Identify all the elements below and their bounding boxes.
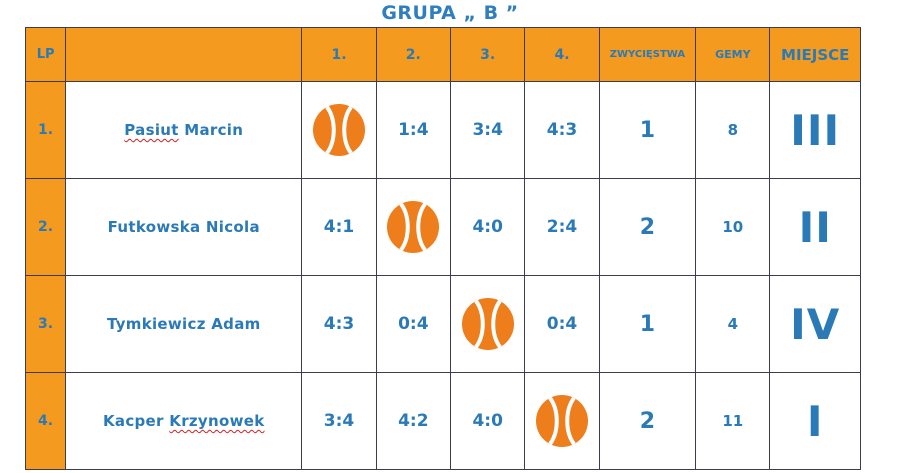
score-cell-diagonal	[375, 178, 452, 276]
player-name-part: Marcin	[178, 121, 244, 139]
score-cell: 4:0	[449, 178, 526, 276]
results-table: LP 1. 2. 3. 4. ZWYCIĘSTWA GEMY MIEJSCE 1…	[24, 27, 861, 470]
row-lp: 4.	[24, 372, 67, 470]
score-cell: 0:4	[524, 275, 600, 373]
gems-cell: 4	[695, 275, 771, 373]
gems-cell: 8	[695, 81, 771, 179]
table-row: 1. Pasiut Marcin 1:4 3:4 4:3 1 8 III	[24, 81, 861, 179]
header-col-1: 1.	[301, 27, 377, 82]
score-cell: 3:4	[449, 81, 526, 179]
player-name-part: Tymkiewicz Adam	[106, 315, 261, 333]
header-gems: GEMY	[695, 27, 771, 82]
player-name: Kacper Krzynowek	[65, 372, 303, 470]
row-lp: 3.	[24, 275, 67, 373]
player-name: Pasiut Marcin	[65, 81, 303, 179]
score-cell: 1:4	[375, 81, 452, 179]
header-col-3: 3.	[449, 27, 526, 82]
score-cell: 4:3	[301, 275, 377, 373]
place-cell: IV	[769, 275, 861, 373]
header-wins: ZWYCIĘSTWA	[598, 27, 697, 82]
header-lp: LP	[24, 27, 67, 82]
row-lp: 1.	[24, 81, 67, 179]
tennis-ball-icon	[386, 200, 440, 254]
wins-cell: 1	[598, 275, 697, 373]
score-cell: 4:3	[524, 81, 600, 179]
header-col-4: 4.	[524, 27, 600, 82]
score-cell-diagonal	[524, 372, 600, 470]
header-place: MIEJSCE	[769, 27, 861, 82]
place-cell: III	[769, 81, 861, 179]
tennis-ball-icon	[312, 103, 366, 157]
score-cell: 2:4	[524, 178, 600, 276]
place-cell: I	[769, 372, 861, 470]
row-lp: 2.	[24, 178, 67, 276]
wins-cell: 2	[598, 372, 697, 470]
gems-cell: 11	[695, 372, 771, 470]
score-cell: 4:0	[449, 372, 526, 470]
score-cell: 4:2	[375, 372, 452, 470]
table-row: 4. Kacper Krzynowek 3:4 4:2 4:0 2 11 I	[24, 372, 861, 470]
player-name-part: Krzynowek	[169, 412, 265, 430]
score-cell-diagonal	[449, 275, 526, 373]
wins-cell: 2	[598, 178, 697, 276]
wins-cell: 1	[598, 81, 697, 179]
header-row: LP 1. 2. 3. 4. ZWYCIĘSTWA GEMY MIEJSCE	[24, 27, 861, 82]
player-name-part: Kacper	[102, 412, 170, 430]
table-row: 3. Tymkiewicz Adam 4:3 0:4 0:4 1 4 IV	[24, 275, 861, 373]
player-name: Futkowska Nicola	[65, 178, 303, 276]
header-name	[65, 27, 303, 82]
score-cell-diagonal	[301, 81, 377, 179]
player-name: Tymkiewicz Adam	[65, 275, 303, 373]
header-col-2: 2.	[375, 27, 452, 82]
place-cell: II	[769, 178, 861, 276]
score-cell: 0:4	[375, 275, 452, 373]
gems-cell: 10	[695, 178, 771, 276]
tennis-ball-icon	[461, 297, 515, 351]
score-cell: 4:1	[301, 178, 377, 276]
table-row: 2. Futkowska Nicola 4:1 4:0 2:4 2 10 II	[24, 178, 861, 276]
player-name-part: Futkowska Nicola	[107, 218, 260, 236]
score-cell: 3:4	[301, 372, 377, 470]
tennis-ball-icon	[535, 394, 589, 448]
page-title: GRUPA „ B ”	[381, 2, 519, 24]
player-name-part: Pasiut	[124, 121, 179, 139]
